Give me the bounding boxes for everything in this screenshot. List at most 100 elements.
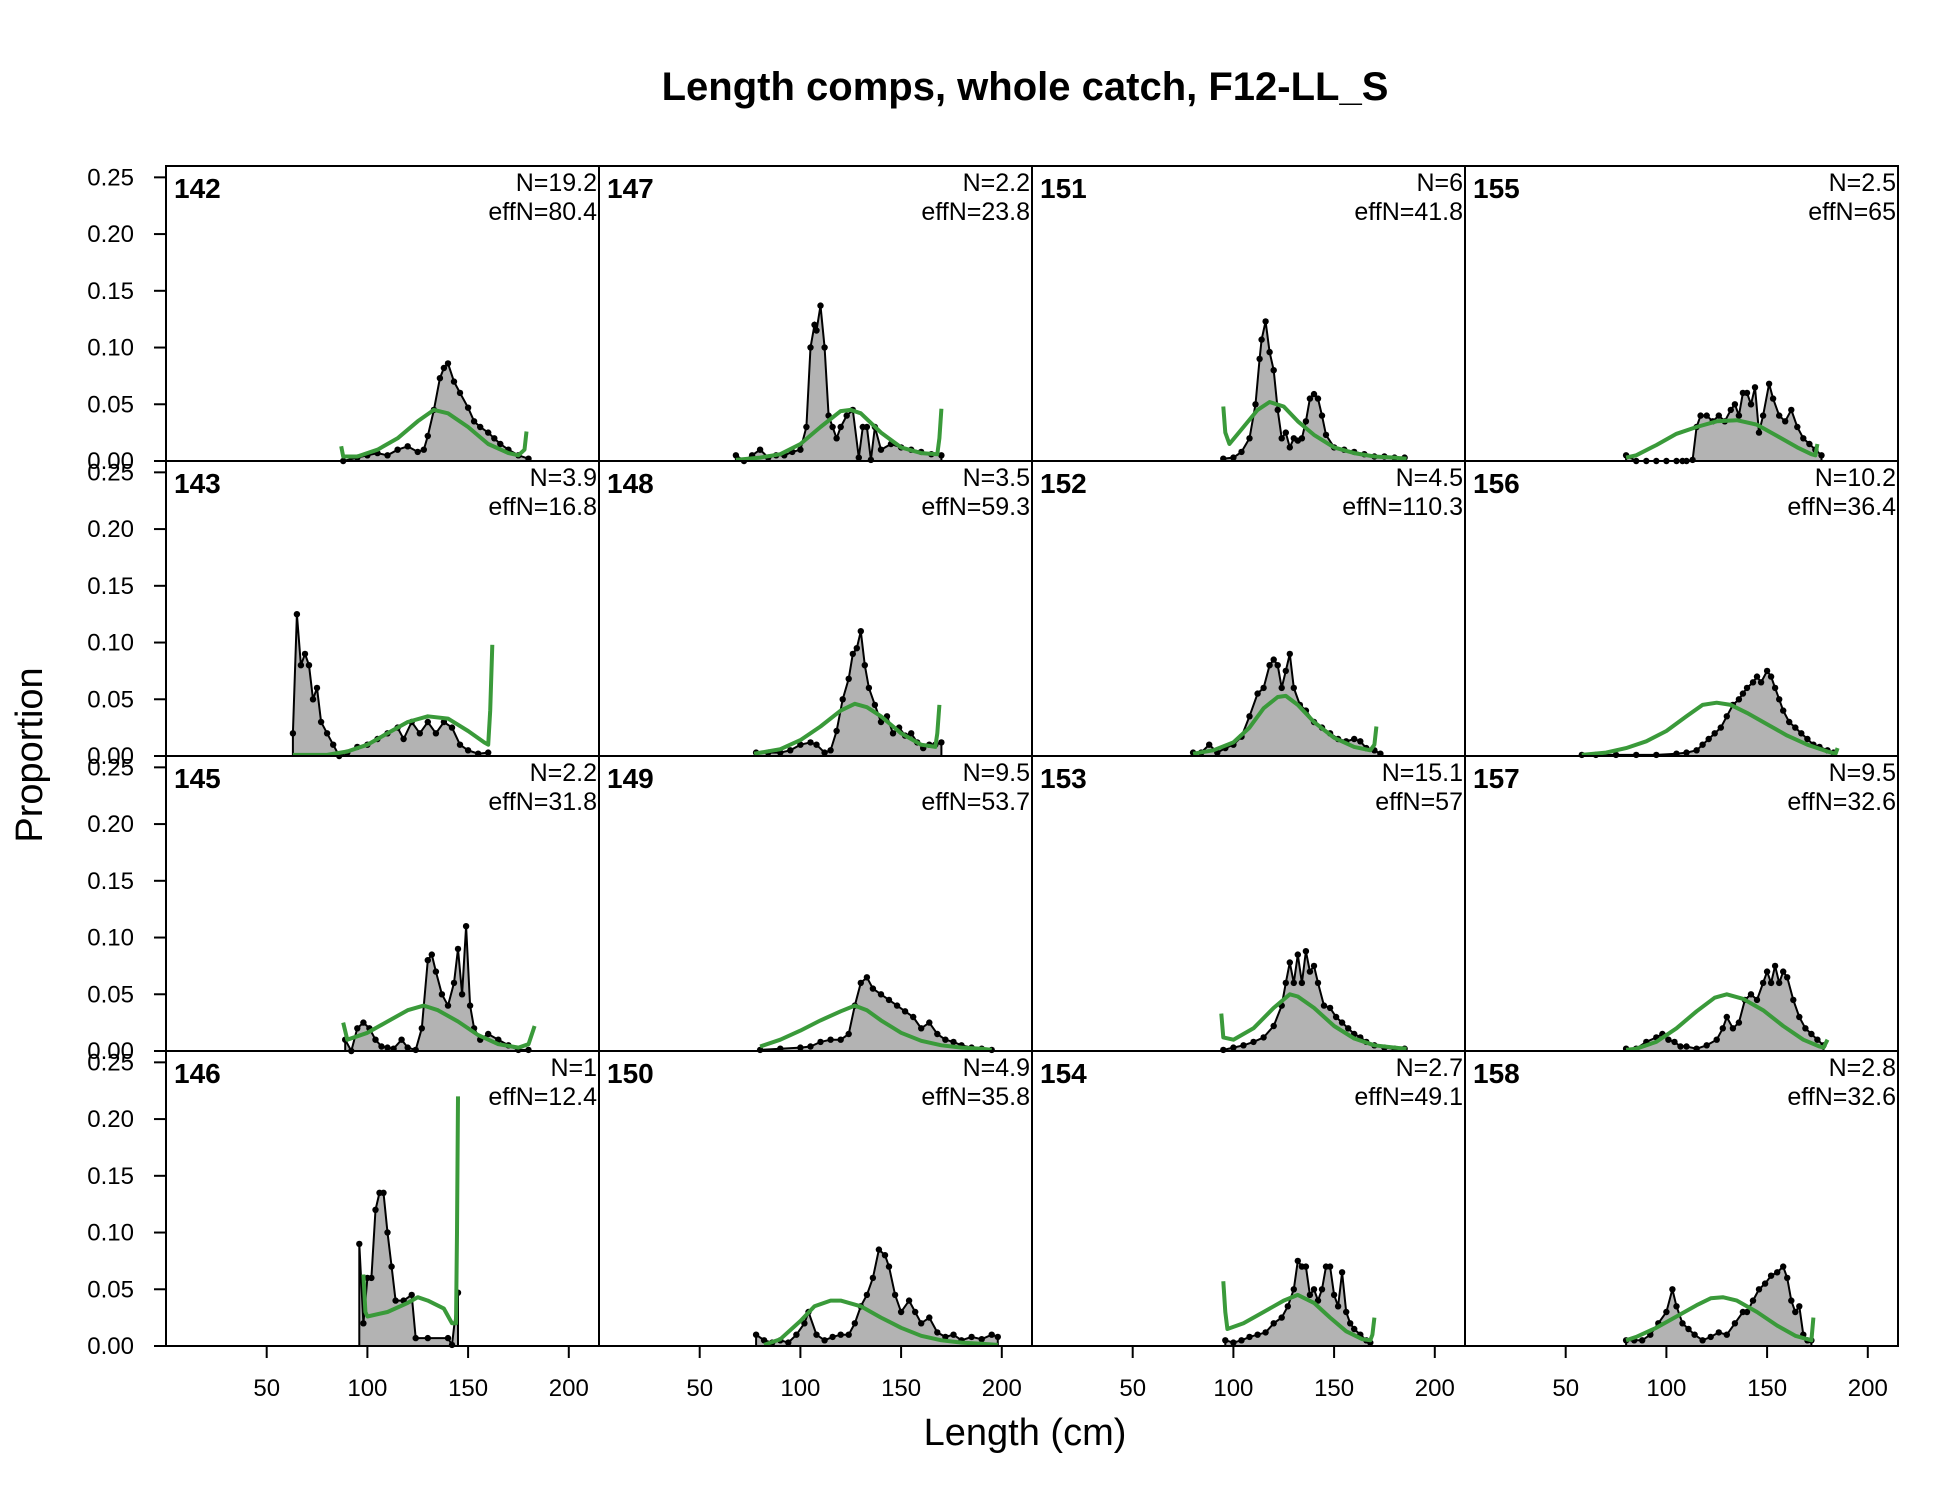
expected-line [1625, 1295, 1816, 1343]
panel-label: 153 [1040, 763, 1087, 794]
y-tick-label: 0.25 [87, 164, 134, 191]
sample-size-label: N=9.5 [1829, 759, 1896, 787]
observed-point [404, 443, 411, 450]
sample-size-label: N=2.7 [1396, 1054, 1463, 1082]
observed-area [344, 926, 530, 1054]
x-tick-label: 200 [549, 1375, 589, 1402]
observed-point [456, 389, 464, 397]
observed-point [1735, 412, 1743, 419]
observed-point [918, 1320, 925, 1327]
y-tick-label: 0.20 [87, 811, 134, 838]
y-tick-label: 0.00 [87, 1038, 134, 1065]
y-tick-label: 0.20 [87, 221, 134, 248]
observed-point [934, 1329, 941, 1336]
observed-point [1703, 1042, 1710, 1049]
observed-point [867, 456, 875, 464]
y-tick-label: 0.10 [87, 1220, 134, 1247]
observed-point [1729, 1025, 1737, 1032]
effective-n-label: effN=65 [1808, 198, 1896, 226]
observed-point [1792, 724, 1799, 731]
observed-point [408, 1291, 415, 1299]
observed-point [1788, 1297, 1795, 1304]
observed-point [829, 423, 836, 431]
observed-point [1318, 412, 1326, 419]
observed-point [1784, 1274, 1791, 1282]
observed-point [950, 1331, 957, 1338]
expected-line [1625, 418, 1820, 460]
observed-point [1326, 1004, 1334, 1012]
observed-point [1270, 656, 1277, 663]
observed-point [450, 378, 458, 385]
sample-size-label: N=15.1 [1382, 759, 1463, 787]
observed-point [1320, 1002, 1328, 1009]
observed-point [1238, 1337, 1245, 1344]
observed-point [1794, 423, 1801, 431]
observed-point [1802, 1025, 1809, 1032]
observed-point [1780, 707, 1787, 714]
observed-point [918, 1025, 925, 1032]
observed-point [1735, 1019, 1743, 1026]
observed-point [444, 1002, 452, 1009]
sample-size-label: N=2.8 [1829, 1054, 1896, 1082]
observed-point [1246, 713, 1253, 720]
effective-n-label: effN=12.4 [488, 1083, 597, 1111]
observed-point [1759, 412, 1767, 419]
observed-point [968, 1333, 975, 1341]
observed-point [891, 1291, 899, 1299]
observed-point [978, 1336, 985, 1343]
effective-n-label: effN=23.8 [921, 198, 1030, 226]
observed-point [1751, 384, 1759, 391]
observed-point [1715, 412, 1723, 419]
observed-point [905, 1297, 913, 1304]
observed-point [485, 429, 492, 436]
observed-point [356, 1240, 363, 1248]
panel-label: 142 [174, 173, 221, 204]
y-tick-label: 0.15 [87, 278, 134, 305]
observed-point [1310, 390, 1318, 398]
chart-title: Length comps, whole catch, F12-LL_S [662, 65, 1389, 109]
panel-label: 146 [174, 1058, 221, 1089]
observed-point [813, 741, 820, 748]
observed-point [394, 446, 401, 453]
y-tick-label: 0.05 [87, 686, 134, 713]
observed-point [1776, 412, 1783, 419]
observed-point [1776, 979, 1783, 987]
observed-point [1357, 738, 1364, 745]
observed-point [313, 684, 321, 692]
observed-point [440, 364, 448, 372]
observed-point [428, 951, 435, 958]
observed-point [1705, 735, 1712, 743]
observed-point [301, 650, 309, 658]
observed-point [787, 747, 794, 754]
observed-point [863, 423, 871, 431]
observed-point [485, 1030, 492, 1038]
observed-point [1260, 684, 1267, 692]
observed-point [1294, 1257, 1302, 1265]
observed-point [893, 1002, 901, 1009]
observed-point [1673, 1303, 1680, 1310]
observed-point [1757, 679, 1765, 686]
y-tick-label: 0.15 [87, 573, 134, 600]
observed-point [477, 423, 484, 431]
effective-n-label: effN=53.7 [921, 788, 1030, 816]
y-tick-label: 0.05 [87, 981, 134, 1008]
observed-point [1677, 1043, 1684, 1050]
panel-label: 148 [607, 468, 654, 499]
observed-point [1739, 690, 1747, 697]
observed-point [1286, 959, 1294, 966]
observed-point [881, 1252, 889, 1259]
y-tick-label: 0.25 [87, 754, 134, 781]
observed-point [1665, 1036, 1672, 1043]
observed-point [1723, 1331, 1731, 1338]
x-tick-label: 50 [1119, 1375, 1146, 1402]
observed-point [432, 968, 440, 975]
observed-point [1282, 979, 1290, 987]
